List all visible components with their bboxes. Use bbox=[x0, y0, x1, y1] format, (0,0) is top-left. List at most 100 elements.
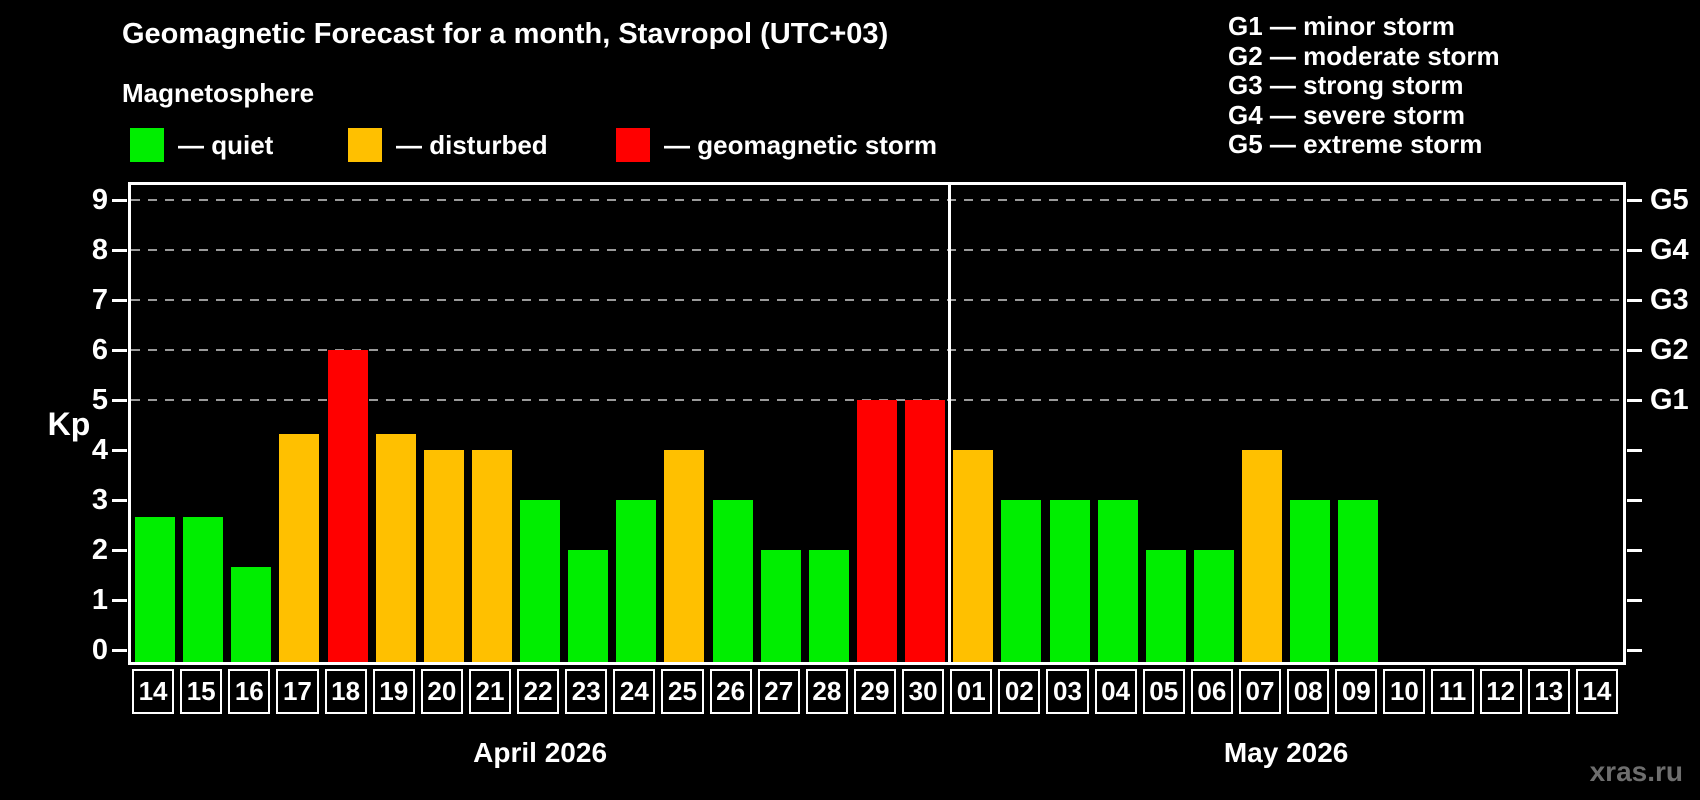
right-tick-kp-0 bbox=[1627, 648, 1642, 652]
day-label-april-25: 25 bbox=[661, 669, 704, 714]
y-tick-label-8: 8 bbox=[91, 234, 108, 266]
kp-bar-28 bbox=[808, 550, 849, 662]
right-tick-kp-4 bbox=[1627, 448, 1642, 452]
day-label-may-02: 02 bbox=[998, 669, 1041, 714]
kp-bar-17 bbox=[279, 433, 320, 662]
kp-bar-20 bbox=[423, 450, 464, 662]
day-label-april-28: 28 bbox=[805, 669, 848, 714]
kp-bar-15 bbox=[183, 516, 224, 662]
y-tick-label-6: 6 bbox=[91, 334, 108, 366]
day-label-april-14: 14 bbox=[132, 669, 175, 714]
kp-bar-05 bbox=[1145, 550, 1186, 662]
right-tick-kp-9 bbox=[1627, 198, 1642, 202]
storm-scale-line-g3: G3 — strong storm bbox=[1228, 70, 1464, 101]
left-tick-kp-4 bbox=[112, 448, 127, 452]
kp-bar-25 bbox=[664, 450, 705, 662]
storm-scale-line-g5: G5 — extreme storm bbox=[1228, 129, 1483, 160]
chart-subtitle: Magnetosphere bbox=[122, 78, 315, 108]
right-tick-kp-7 bbox=[1627, 298, 1642, 302]
right-tick-kp-6 bbox=[1627, 348, 1642, 352]
y-tick-label-5: 5 bbox=[91, 384, 108, 416]
chart-title: Geomagnetic Forecast for a month, Stavro… bbox=[122, 18, 889, 50]
day-label-april-17: 17 bbox=[276, 669, 319, 714]
day-label-may-14: 14 bbox=[1575, 669, 1618, 714]
day-label-may-10: 10 bbox=[1383, 669, 1426, 714]
kp-bar-01 bbox=[953, 450, 994, 662]
day-label-april-30: 30 bbox=[902, 669, 945, 714]
day-label-may-07: 07 bbox=[1238, 669, 1282, 714]
left-tick-kp-0 bbox=[112, 648, 127, 652]
right-axis-label-G4: G4 bbox=[1650, 234, 1689, 266]
day-label-may-11: 11 bbox=[1431, 669, 1474, 714]
right-tick-kp-2 bbox=[1627, 548, 1642, 552]
left-tick-kp-8 bbox=[112, 248, 127, 252]
watermark: xras.ru bbox=[1589, 756, 1683, 787]
plot-area bbox=[128, 182, 1626, 665]
left-tick-kp-9 bbox=[112, 198, 127, 202]
day-label-may-08: 08 bbox=[1287, 669, 1330, 714]
day-label-may-01: 01 bbox=[950, 669, 993, 714]
storm-scale-legend: G1 — minor storm G2 — moderate storm G3 — … bbox=[1228, 11, 1500, 160]
month-separator-line bbox=[947, 185, 951, 662]
day-label-april-19: 19 bbox=[372, 669, 415, 714]
left-tick-kp-7 bbox=[112, 298, 127, 302]
kp-bar-04 bbox=[1097, 500, 1138, 662]
kp-bar-06 bbox=[1193, 550, 1234, 662]
gridline-kp-7 bbox=[131, 299, 1623, 301]
legend-label-quiet: — quiet bbox=[178, 129, 274, 160]
kp-bar-21 bbox=[471, 450, 512, 662]
month-label-may: May 2026 bbox=[1223, 737, 1349, 768]
storm-scale-line-g4: G4 — severe storm bbox=[1228, 99, 1466, 130]
kp-bar-07 bbox=[1242, 450, 1283, 662]
storm-scale-line-g1: G1 — minor storm bbox=[1228, 11, 1455, 41]
day-label-april-27: 27 bbox=[757, 669, 800, 714]
day-label-april-23: 23 bbox=[565, 669, 608, 714]
storm-scale-line-g2: G2 — moderate storm bbox=[1228, 40, 1500, 71]
day-label-may-05: 05 bbox=[1142, 669, 1185, 714]
right-tick-kp-3 bbox=[1627, 498, 1642, 502]
day-label-april-24: 24 bbox=[613, 669, 656, 714]
left-tick-kp-5 bbox=[112, 398, 127, 402]
day-label-april-26: 26 bbox=[709, 669, 752, 714]
day-label-april-21: 21 bbox=[468, 669, 512, 714]
day-label-april-15: 15 bbox=[180, 669, 223, 714]
right-axis-label-G5: G5 bbox=[1650, 184, 1689, 216]
kp-bar-09 bbox=[1338, 500, 1379, 662]
gridline-kp-6 bbox=[131, 349, 1623, 351]
day-label-april-20: 20 bbox=[420, 669, 463, 714]
kp-bar-22 bbox=[520, 500, 561, 662]
kp-bar-18 bbox=[327, 350, 368, 662]
gridline-kp-8 bbox=[131, 249, 1623, 251]
y-tick-label-7: 7 bbox=[91, 284, 108, 316]
kp-bar-30 bbox=[905, 400, 946, 662]
legend-label-storm: — geomagnetic storm bbox=[664, 129, 938, 160]
day-label-may-04: 04 bbox=[1094, 669, 1137, 714]
left-tick-kp-2 bbox=[112, 548, 127, 552]
kp-bar-29 bbox=[857, 400, 897, 662]
kp-bar-08 bbox=[1290, 500, 1331, 662]
day-label-may-13: 13 bbox=[1527, 669, 1570, 714]
y-axis-label: Kp bbox=[47, 406, 91, 442]
kp-bar-27 bbox=[760, 550, 801, 662]
day-label-april-16: 16 bbox=[228, 669, 271, 714]
right-tick-kp-1 bbox=[1627, 598, 1642, 602]
x-axis-day-labels: 14 15 16 17 18 19 20 21 22 23 24 25 26 27 28 29 30 01 02 03… bbox=[131, 669, 1623, 716]
day-label-april-29: 29 bbox=[853, 669, 897, 714]
y-tick-label-1: 1 bbox=[91, 584, 108, 616]
kp-bar-16 bbox=[231, 566, 272, 662]
legend-item-storm: — geomagnetic storm bbox=[616, 128, 937, 162]
right-axis-label-G3: G3 bbox=[1650, 284, 1689, 316]
legend-item-quiet: — quiet bbox=[130, 128, 273, 162]
legend-item-disturbed: — disturbed bbox=[348, 128, 548, 162]
right-tick-kp-5 bbox=[1627, 398, 1642, 402]
right-tick-kp-8 bbox=[1627, 248, 1642, 252]
kp-bar-02 bbox=[1001, 500, 1042, 662]
left-tick-kp-6 bbox=[112, 348, 127, 352]
kp-bar-14 bbox=[135, 516, 176, 662]
month-label-april: April 2026 bbox=[473, 737, 608, 768]
kp-bar-19 bbox=[375, 433, 416, 662]
kp-bar-23 bbox=[568, 550, 609, 662]
day-label-april-18: 18 bbox=[324, 669, 367, 714]
y-tick-label-3: 3 bbox=[91, 484, 108, 516]
